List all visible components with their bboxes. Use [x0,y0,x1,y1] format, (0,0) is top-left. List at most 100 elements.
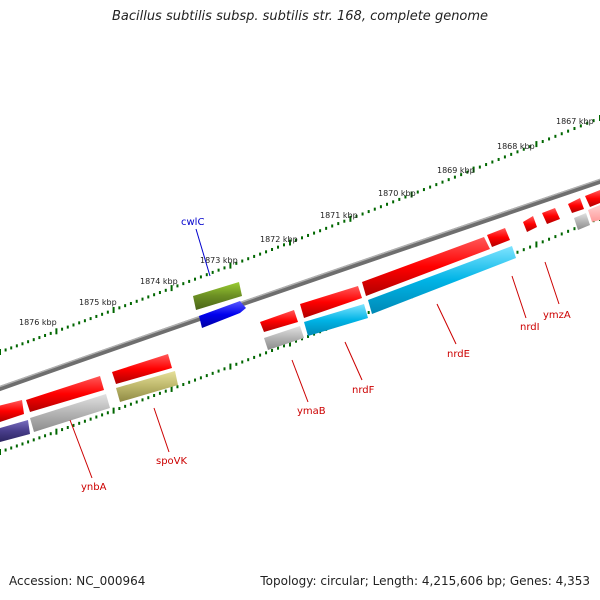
scale-minor-tick [182,383,185,387]
scale-minor-tick [78,421,81,425]
scale-major-tick [229,262,232,269]
scale-minor-tick [283,344,286,348]
scale-minor-tick [95,314,98,318]
scale-major-tick [535,241,538,248]
scale-minor-tick [271,348,274,352]
scale-minor-tick [141,398,144,402]
leader-nrdE [436,303,457,345]
scale-minor-tick [325,226,328,230]
scale-minor-tick [491,160,494,164]
scale-minor-tick [32,338,35,342]
scale-minor-tick [307,334,310,338]
scale-minor-tick [554,235,557,239]
scale-minor-tick [283,243,286,247]
scale-minor-tick [21,442,24,446]
accession-label: Accession: NC_000964 [9,574,146,588]
scale-minor-tick [124,304,127,308]
scale-minor-tick [516,150,519,154]
scale-minor-tick [331,224,334,228]
scale-minor-tick [49,432,52,436]
scale-minor-tick [265,351,268,355]
kbp-labels: 1867 kbp 1868 kbp 1869 kbp 1870 kbp 1871… [19,117,594,327]
kbp-label: 1875 kbp [79,298,117,307]
scale-minor-tick [4,448,7,452]
kbp-label: 1868 kbp [497,142,535,151]
scale-minor-tick [211,270,214,274]
scale-minor-tick [15,444,18,448]
scale-minor-tick [379,205,382,209]
gene-labels: cwlC ynbA spoVK ymaB nrdF nrdE nrdI ymzA [81,217,571,493]
scale-minor-tick [106,411,109,415]
scale-major-tick [472,166,475,173]
scale-minor-tick [66,426,69,430]
scale-major-tick [170,385,173,392]
scale-minor-tick [223,367,226,371]
topology-label: Topology: circular; Length: 4,215,606 bp… [260,574,590,588]
scale-minor-tick [194,277,197,281]
scale-major-tick [289,340,291,347]
scale-minor-tick [27,440,30,444]
scale-minor-tick [223,266,226,270]
scale-minor-tick [129,301,132,305]
scale-minor-tick [147,295,150,299]
scale-minor-tick [21,342,24,346]
scale-minor-tick [271,247,274,251]
leader-nrdI [511,275,527,319]
scale-major-tick [289,239,291,246]
scale-minor-tick [10,446,13,450]
feature-nrdF [304,304,368,336]
scale-minor-tick [44,434,47,438]
scale-major-tick [55,428,58,435]
scale-minor-tick [101,312,104,316]
scale-minor-tick [205,374,208,378]
scale-minor-tick [313,231,316,235]
kbp-label: 1867 kbp [556,117,594,126]
scale-minor-tick [217,369,220,373]
feature-grey [574,213,590,230]
feature-cwlC-lower [199,301,246,328]
scale-minor-tick [205,273,208,277]
scale-minor-tick [529,245,532,249]
scale-major-tick [410,191,413,198]
scale-minor-tick [101,413,104,417]
scale-minor-tick [141,297,144,301]
feature-red [260,310,298,332]
scale-minor-tick [15,344,18,348]
scale-minor-tick [392,200,395,204]
scale-minor-tick [573,127,576,131]
scale-minor-tick [135,299,138,303]
scale-minor-tick [404,195,407,199]
feature-purple [0,420,30,442]
scale-minor-tick [253,254,256,258]
leader-nrdF [344,341,363,381]
feature-red [26,376,104,412]
scale-minor-tick [129,402,132,406]
scale-minor-tick [89,417,92,421]
scale-minor-tick [541,140,544,144]
scale-minor-tick [460,173,463,177]
scale-major-tick [349,215,352,222]
scale-minor-tick [259,252,262,256]
scale-minor-tick [497,157,500,161]
scale-minor-tick [337,222,340,226]
scale-minor-tick [567,129,570,133]
scale-minor-tick [95,415,98,419]
scale-minor-tick [367,210,370,214]
scale-minor-tick [579,124,582,128]
genome-backbone [0,178,600,392]
scale-minor-tick [435,183,438,187]
feature-red [112,354,172,384]
scale-minor-tick [176,284,179,288]
feature-red [542,208,560,224]
kbp-label: 1872 kbp [260,235,298,244]
scale-minor-tick [529,145,532,149]
scale-minor-tick [522,147,525,151]
scale-minor-tick [49,331,52,335]
kbp-label: 1870 kbp [378,189,416,198]
scale-minor-tick [235,362,238,366]
scale-minor-tick [135,400,138,404]
scale-minor-tick [319,229,322,233]
scale-minor-tick [27,340,30,344]
scale-minor-tick [548,137,551,141]
scale-minor-tick [398,197,401,201]
